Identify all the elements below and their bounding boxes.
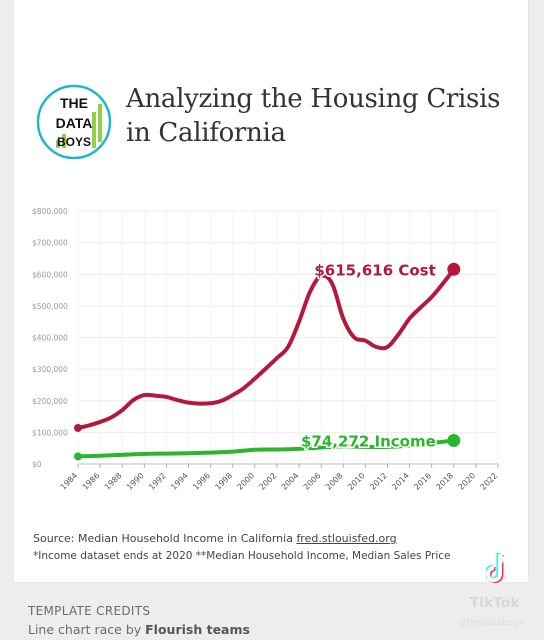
y-tick-label: $700,000 [32,239,68,248]
y-tick-label: $500,000 [32,302,68,311]
x-tick-label: 2008 [324,471,345,492]
y-tick-label: $400,000 [32,334,68,343]
x-tick-label: 2006 [302,471,323,492]
logo-line-2: DATA [56,115,93,131]
x-tick-label: 1992 [147,471,168,492]
y-tick-label: $100,000 [32,428,68,437]
series-end-point-0 [447,262,461,276]
series-start-point-0 [74,423,82,432]
x-tick-label: 2002 [258,471,279,492]
source-link[interactable]: fred.stlouisfed.org [296,532,397,545]
y-tick-label: $0 [32,460,42,469]
series-start-point-1 [74,452,82,461]
series-end-label-1: $74,272 Income [301,433,436,451]
tiktok-watermark: TikTok [470,596,520,611]
x-tick-label: 2014 [390,471,411,492]
x-tick-label: 1990 [125,471,146,492]
x-tick-label: 1986 [81,471,102,492]
logo-line-1: THE [60,95,88,111]
x-tick-label: 2020 [457,471,478,492]
x-tick-label: 1994 [169,471,190,492]
template-credits-line: Line chart race by Flourish teams [28,622,250,637]
x-tick-label: 2000 [235,471,256,492]
data-boys-logo: THE DATA BOYS [36,84,112,160]
template-credits-heading: TEMPLATE CREDITS [28,604,151,618]
y-tick-label: $300,000 [32,365,68,374]
x-tick-label: 2010 [346,471,367,492]
series-end-point-1 [447,434,461,448]
x-tick-label: 1988 [103,471,124,492]
tiktok-icon [486,553,512,583]
y-tick-label: $200,000 [32,397,68,406]
source-prefix: Source: Median Household Income in Calif… [33,532,297,545]
x-tick-label: 2004 [280,471,301,492]
credits-author: Flourish teams [145,622,250,637]
logo-line-3: BOYS [57,135,91,149]
chart-title: Analyzing the Housing Crisis in Californ… [126,84,501,148]
x-tick-label: 1984 [59,471,80,492]
series-line-1 [76,438,456,459]
x-tick-label: 2022 [479,471,500,492]
x-tick-label: 1996 [191,471,212,492]
y-tick-label: $600,000 [32,270,68,279]
credits-prefix: Line chart race by [28,622,146,637]
x-tick-label: 2016 [412,471,433,492]
series-end-label-0: $615,616 Cost [314,261,435,279]
x-tick-label: 2018 [434,471,455,492]
footnote: *Income dataset ends at 2020 **Median Ho… [33,550,451,562]
x-tick-label: 1998 [213,471,234,492]
tiktok-handle: @thedataboys [458,618,524,628]
source-line: Source: Median Household Income in Calif… [33,532,397,545]
x-tick-label: 2012 [368,471,389,492]
series-line-0 [76,267,456,430]
y-tick-label: $800,000 [32,207,68,216]
